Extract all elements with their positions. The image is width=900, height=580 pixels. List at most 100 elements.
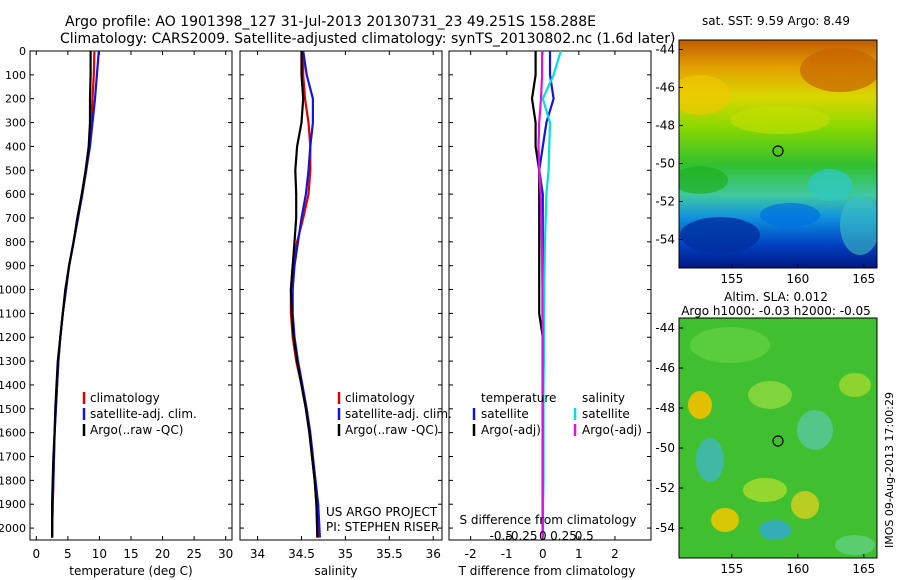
lon-tick-label: 165 (852, 272, 875, 286)
sla-map (679, 318, 877, 558)
lon-tick-label: 160 (786, 272, 809, 286)
x-tick-label: 5 (64, 547, 72, 561)
legend-s-argo: Argo(-adj) (582, 423, 642, 437)
depth-tick-label: 0 (19, 45, 26, 58)
lat-tick-label: -46 (655, 361, 675, 375)
depth-axis: 0 100 200 300 400 500 600 700 800 900 1000 1100 1200… (0, 45, 26, 535)
title-line-1: Argo profile: AO 1901398_127 31-Jul-2013… (65, 14, 596, 30)
salinity-xlabel: salinity (314, 564, 357, 578)
depth-tick-label: 1400 (0, 379, 26, 392)
legend-t-argo: Argo(-adj) (481, 423, 541, 437)
depth-tick-label: 200 (5, 93, 26, 106)
x-tick-label: 0 (32, 547, 40, 561)
depth-tick-label: 1200 (0, 331, 26, 344)
s-tick-label: -0.25 (507, 529, 538, 543)
depth-tick-label: 1300 (0, 355, 26, 368)
lat-tick-label: -50 (655, 441, 675, 455)
legend-argo: Argo(..raw -QC) (90, 423, 183, 437)
side-stamp: IMOS 09-Aug-2013 17:00:29 (883, 392, 896, 548)
depth-tick-label: 1700 (0, 451, 26, 464)
lat-tick-label: -48 (655, 401, 675, 415)
depth-tick-label: 500 (5, 164, 26, 177)
x-tick-label: -1 (501, 547, 513, 561)
s-tick-label: 0.5 (575, 529, 594, 543)
sst-map-frame (678, 39, 878, 269)
legend-salinity-title: salinity (582, 391, 625, 405)
x-tick-label: 25 (186, 547, 201, 561)
s-difference-label: S difference from climatology (460, 513, 637, 527)
sla-map-title: Altim. SLA: 0.012 (724, 290, 828, 304)
difference-legend: temperature satellite Argo(-adj) salinit… (472, 391, 642, 437)
x-tick-label: 34 (250, 547, 265, 561)
x-tick-label: 0 (539, 547, 547, 561)
depth-tick-label: 800 (5, 236, 26, 249)
x-tick-label: 15 (123, 547, 138, 561)
difference-plot: -2 -1 0 1 2 -0.5-0.25 0 0.250.5 (449, 50, 651, 561)
sst-map-axes: 155 160 165 -44 -46 -48 -50 -52 -54 (655, 43, 875, 287)
salinity-panel (239, 50, 443, 541)
lon-tick-label: 165 (852, 562, 875, 576)
x-tick-label: 36 (426, 547, 441, 561)
sla-map-axes: 155 160 165 -44 -46 -48 -50 -52 -54 (655, 321, 875, 576)
depth-tick-label: 400 (5, 140, 26, 153)
legend-temperature-title: temperature (481, 391, 556, 405)
depth-tick-label: 1100 (0, 307, 26, 320)
depth-tick-label: 1800 (0, 474, 26, 487)
lat-tick-label: -46 (655, 81, 675, 95)
depth-tick-label: 600 (5, 188, 26, 201)
legend-satellite: satellite-adj. clim. (90, 407, 197, 421)
legend-argo: Argo(..raw -QC) (345, 423, 438, 437)
x-tick-label: 34.5 (288, 547, 315, 561)
depth-tick-label: 1000 (0, 284, 26, 297)
series-line-t-argo-adj- (530, 51, 544, 538)
temperature-legend: climatology satellite-adj. clim. Argo(..… (82, 391, 197, 437)
depth-tick-label: 1600 (0, 427, 26, 440)
lon-tick-label: 160 (786, 562, 809, 576)
lat-tick-label: -48 (655, 119, 675, 133)
lat-tick-label: -52 (655, 481, 675, 495)
sst-map-title: sat. SST: 9.59 Argo: 8.49 (702, 14, 850, 28)
legend-climatology: climatology (345, 391, 415, 405)
x-tick-label: 10 (92, 547, 107, 561)
x-tick-label: 2 (611, 547, 619, 561)
salinity-plot: 34 34.5 35 35.5 36 (240, 50, 442, 561)
series-line-satellite-adj-clim- (291, 50, 321, 538)
series-line-argo-raw-qc- (50, 51, 92, 538)
salinity-legend: climatology satellite-adj. clim. Argo(..… (337, 391, 452, 437)
lon-tick-label: 155 (720, 272, 743, 286)
legend-s-satellite: satellite (582, 407, 630, 421)
x-tick-label: 1 (575, 547, 583, 561)
series-line-s-argo-adj- (537, 51, 544, 538)
depth-tick-label: 300 (5, 117, 26, 130)
legend-satellite: satellite-adj. clim. (345, 407, 452, 421)
temperature-plot: 0 5 10 15 20 25 30 (30, 50, 233, 561)
x-tick-label: 35 (338, 547, 353, 561)
sla-map-subtitle: Argo h1000: -0.03 h2000: -0.05 (681, 304, 871, 318)
x-tick-label: -2 (465, 547, 477, 561)
x-tick-label: 20 (155, 547, 170, 561)
lat-tick-label: -52 (655, 195, 675, 209)
x-tick-label: 35.5 (376, 547, 403, 561)
depth-tick-label: 700 (5, 212, 26, 225)
depth-tick-label: 100 (5, 69, 26, 82)
sla-map-frame (678, 317, 878, 559)
sst-map (679, 40, 877, 268)
depth-tick-label: 900 (5, 260, 26, 273)
project-annotation: US ARGO PROJECT (326, 505, 438, 519)
legend-climatology: climatology (90, 391, 160, 405)
temperature-xlabel: temperature (deg C) (69, 564, 192, 578)
pi-annotation: PI: STEPHEN RISER (326, 520, 439, 534)
x-tick-label: 30 (218, 547, 233, 561)
s-tick-label: 0.25 (550, 529, 577, 543)
lat-tick-label: -50 (655, 157, 675, 171)
title-line-2: Climatology: CARS2009. Satellite-adjuste… (60, 31, 675, 47)
series-line-satellite-adj-clim- (51, 50, 100, 538)
legend-t-satellite: satellite (481, 407, 529, 421)
series-line-climatology (51, 50, 96, 538)
depth-tick-label: 1500 (0, 403, 26, 416)
argo-float-marker-sst (772, 145, 784, 157)
lat-tick-label: -54 (655, 233, 675, 247)
depth-tick-label: 1900 (0, 498, 26, 511)
depth-tick-label: 2000 (0, 522, 26, 535)
